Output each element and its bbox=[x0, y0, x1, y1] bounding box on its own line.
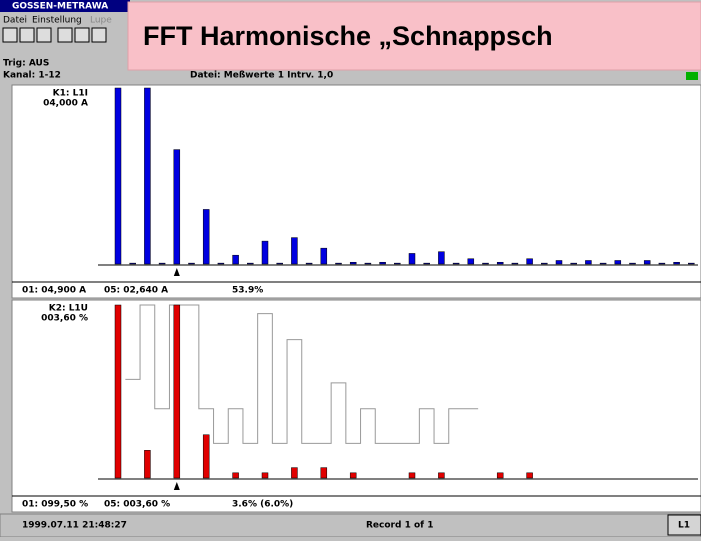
cursor-marker bbox=[173, 482, 180, 490]
harmonic-bar bbox=[232, 472, 239, 479]
harmonic-bar bbox=[482, 262, 489, 265]
harmonic-bar bbox=[232, 254, 239, 265]
harmonic-bar bbox=[629, 262, 636, 265]
tool-button[interactable] bbox=[74, 27, 90, 43]
datei: Datei: Meßwerte 1 Intrv. 1,0 bbox=[190, 71, 333, 81]
harmonic-bar bbox=[144, 87, 151, 265]
harmonic-bar bbox=[144, 450, 151, 479]
harmonic-bar bbox=[305, 262, 313, 265]
harmonic-bar bbox=[261, 240, 269, 265]
harmonic-bar bbox=[658, 262, 666, 265]
harmonic-bar bbox=[511, 262, 519, 265]
harmonic-bar bbox=[335, 262, 342, 265]
harmonic-bar bbox=[114, 304, 122, 479]
status-value: 01: 04,900 A bbox=[22, 286, 86, 296]
cursor-marker bbox=[173, 268, 180, 276]
harmonic-bar bbox=[379, 261, 386, 265]
limit-line bbox=[125, 304, 479, 444]
trig: Trig: AUS bbox=[3, 59, 49, 69]
harmonic-bar bbox=[438, 251, 445, 265]
harmonic-bar bbox=[467, 258, 475, 265]
harmonic-bar bbox=[526, 472, 533, 479]
harmonic-bar bbox=[291, 467, 298, 479]
toolbar bbox=[2, 27, 107, 43]
harmonic-bar bbox=[555, 260, 563, 265]
overlay-box bbox=[127, 1, 701, 71]
harmonic-bar bbox=[320, 247, 328, 265]
harmonic-bar bbox=[599, 262, 607, 265]
harmonic-bar bbox=[173, 149, 181, 265]
harmonic-bar bbox=[438, 472, 445, 479]
window-title: GOSSEN-METRAWA bbox=[12, 2, 108, 12]
harmonic-bar bbox=[408, 472, 416, 479]
chart-panel bbox=[11, 299, 701, 513]
harmonic-bar bbox=[673, 261, 680, 265]
status-value: 01: 099,50 % bbox=[22, 500, 88, 510]
menu-item[interactable]: Datei bbox=[3, 16, 27, 26]
status-value: 05: 003,60 % bbox=[104, 500, 170, 510]
harmonic-bar bbox=[408, 253, 416, 265]
harmonic-bar bbox=[291, 237, 298, 265]
harmonic-bar bbox=[394, 262, 401, 265]
tool-button[interactable] bbox=[19, 27, 35, 43]
harmonic-bar bbox=[585, 260, 592, 265]
harmonic-bar bbox=[349, 261, 357, 265]
harmonic-bar bbox=[129, 262, 136, 265]
harmonic-bar bbox=[349, 472, 357, 479]
l1-button[interactable] bbox=[667, 514, 701, 536]
scale-label: 003,60 % bbox=[41, 314, 88, 324]
harmonic-bar bbox=[276, 262, 283, 265]
harmonic-bar bbox=[114, 87, 122, 265]
indicator bbox=[686, 72, 698, 80]
datetime: 1999.07.11 21:48:27 bbox=[22, 521, 127, 531]
tool-button[interactable] bbox=[36, 27, 52, 43]
harmonic-bar bbox=[217, 262, 225, 265]
harmonic-bar bbox=[261, 472, 269, 479]
tool-button[interactable] bbox=[2, 27, 18, 43]
harmonic-bar bbox=[320, 467, 328, 479]
channel-label: K2: L1U bbox=[49, 304, 88, 314]
status-value: 3.6% (6.0%) bbox=[232, 500, 293, 510]
harmonic-bar bbox=[541, 262, 548, 265]
button-label[interactable]: L1 bbox=[678, 521, 690, 531]
title-bar bbox=[0, 0, 130, 12]
harmonic-bar bbox=[496, 261, 504, 265]
harmonic-bar bbox=[526, 258, 533, 265]
menu-item[interactable]: Lupe bbox=[90, 16, 112, 26]
harmonic-bar bbox=[202, 434, 210, 479]
harmonic-bar bbox=[452, 262, 460, 265]
harmonic-bar bbox=[202, 209, 210, 265]
harmonic-bar bbox=[496, 472, 504, 479]
harmonic-bar bbox=[364, 262, 372, 265]
harmonic-bar bbox=[614, 260, 622, 265]
tool-button[interactable] bbox=[57, 27, 73, 43]
channel-label: K1: L1I bbox=[53, 89, 88, 99]
record: Record 1 of 1 bbox=[366, 521, 433, 531]
harmonic-bar bbox=[423, 262, 430, 265]
harmonic-bar bbox=[173, 304, 181, 479]
harmonic-bar bbox=[188, 262, 195, 265]
harmonic-bar bbox=[570, 262, 577, 265]
tool-button[interactable] bbox=[91, 27, 107, 43]
harmonic-bar bbox=[643, 260, 651, 265]
overlay-title: FFT Harmonische „Schnappsch bbox=[143, 21, 553, 51]
status-value: 53.9% bbox=[232, 286, 263, 296]
kanal: Kanal: 1-12 bbox=[3, 71, 61, 81]
harmonic-bar bbox=[247, 262, 254, 265]
scale-label: 04,000 A bbox=[43, 99, 88, 109]
harmonic-bar bbox=[158, 262, 166, 265]
menu-item[interactable]: Einstellung bbox=[32, 16, 82, 26]
status-value: 05: 02,640 A bbox=[104, 286, 168, 296]
harmonic-bar bbox=[688, 262, 695, 265]
